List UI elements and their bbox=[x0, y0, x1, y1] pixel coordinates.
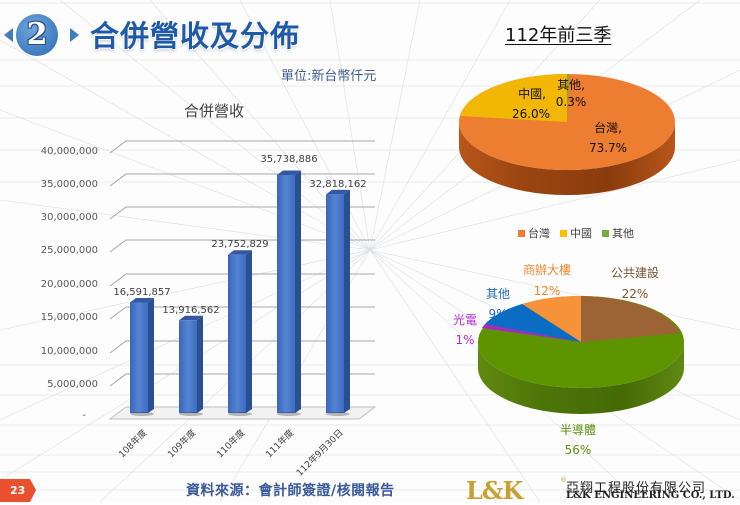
pie-label-semiconductor: 半導體 bbox=[559, 423, 596, 437]
pie-label-photovoltaic: 光電 bbox=[452, 313, 477, 327]
company-name-cn: 亞翔工程股份有限公司 bbox=[566, 481, 707, 496]
pie-slice-photovoltaic bbox=[482, 324, 581, 342]
ytick-label: 35,000,000 bbox=[40, 179, 98, 190]
ytick-label: 25,000,000 bbox=[40, 245, 98, 256]
bar-chart-title: 合併營收 bbox=[184, 102, 245, 120]
ytick-label: 40,000,000 bbox=[40, 146, 98, 157]
region-legend: 台灣 中國 其他 bbox=[518, 225, 634, 241]
ytick-label: 15,000,000 bbox=[40, 312, 98, 323]
bar-value-label: 35,738,886 bbox=[260, 154, 318, 165]
pie-label-photovoltaic-pct: 1% bbox=[455, 333, 475, 347]
pie-slice-china bbox=[460, 74, 567, 122]
pie-label-commercial-building: 商辦大樓 bbox=[522, 263, 571, 277]
pie-label-china: 中國, bbox=[518, 87, 546, 101]
bar-112 bbox=[326, 189, 350, 416]
pie-slice-public-construction bbox=[581, 296, 680, 342]
company-logo-mark: L&K bbox=[466, 476, 523, 505]
pie-label-semiconductor-pct: 56% bbox=[564, 443, 592, 457]
pie-slice-other bbox=[567, 73, 569, 122]
bar-110 bbox=[228, 250, 252, 416]
pie-label-other: 其他, bbox=[557, 78, 585, 92]
left-arrow-icon bbox=[4, 28, 13, 42]
pie-label-other-pct: 0.3% bbox=[555, 95, 587, 109]
pie-label-commercial-building-pct: 12% bbox=[533, 284, 561, 298]
bar-value-label: 23,752,829 bbox=[211, 239, 269, 250]
ytick-label: 10,000,000 bbox=[40, 346, 98, 357]
pie-label-public-construction-pct: 22% bbox=[621, 287, 649, 301]
ytick-label: 30,000,000 bbox=[40, 212, 98, 223]
unit-label: 單位:新台幣仟元 bbox=[281, 69, 377, 84]
bar-value-label: 16,591,857 bbox=[113, 287, 171, 298]
bar-108 bbox=[130, 298, 154, 416]
pie-label-taiwan: 台灣, bbox=[594, 121, 622, 135]
pie-slice-commercial-building bbox=[522, 295, 581, 342]
page-title: 合併營收及分佈 bbox=[90, 19, 301, 53]
legend-swatch-icon bbox=[518, 229, 525, 237]
legend-item-china: 中國 bbox=[560, 225, 592, 241]
bar-111 bbox=[277, 170, 301, 416]
bar-value-label: 32,818,162 bbox=[309, 179, 367, 190]
pie-label-public-construction: 公共建設 bbox=[610, 266, 659, 280]
legend-item-other: 其他 bbox=[602, 225, 634, 241]
pie-label-taiwan-pct: 73.7% bbox=[588, 141, 628, 155]
ytick-label: - bbox=[82, 410, 86, 421]
right-arrow-icon bbox=[70, 28, 79, 42]
pie-label-china-pct: 26.0% bbox=[511, 107, 551, 121]
legend-swatch-icon bbox=[560, 229, 567, 237]
company-name-en: L&K ENGINEERING CO., LTD. bbox=[566, 490, 735, 501]
pie-slice-other-industry bbox=[485, 304, 581, 342]
ytick-label: 5,000,000 bbox=[47, 379, 98, 390]
page-number: 23 bbox=[10, 484, 26, 497]
bar-value-label: 13,916,562 bbox=[162, 305, 220, 316]
bar-109 bbox=[179, 315, 203, 416]
registered-mark-icon: ® bbox=[560, 476, 567, 484]
source-note: 資料來源：會計師簽證/核閱報告 bbox=[186, 483, 395, 499]
pie-label-other-industry-pct: 9% bbox=[488, 307, 508, 321]
legend-swatch-icon bbox=[602, 229, 609, 237]
period-title: 112年前三季 bbox=[505, 25, 612, 46]
ytick-label: 20,000,000 bbox=[40, 279, 98, 290]
page-number-badge bbox=[0, 479, 36, 502]
legend-item-taiwan: 台灣 bbox=[518, 225, 550, 241]
pie-label-other-industry: 其他 bbox=[485, 287, 510, 301]
section-number-badge: 2 bbox=[16, 14, 58, 56]
